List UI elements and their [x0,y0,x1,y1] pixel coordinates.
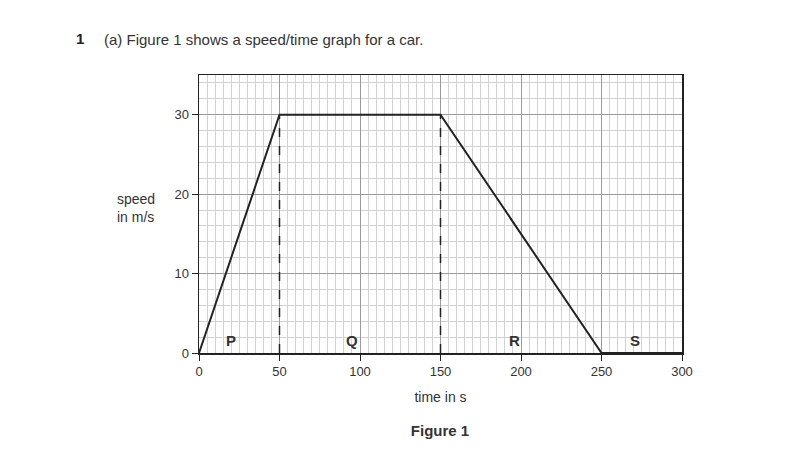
svg-text:100: 100 [349,364,371,379]
svg-text:R: R [509,332,520,349]
svg-text:150: 150 [430,364,452,379]
svg-text:200: 200 [510,364,532,379]
svg-text:S: S [630,332,640,349]
html-text:Figure 1: Figure 1 [410,422,470,439]
svg-text:250: 250 [591,364,613,379]
html-text:1: 1 [76,30,85,47]
svg-text:30: 30 [174,107,188,122]
svg-text:0: 0 [182,346,189,361]
svg-text:Q: Q [346,332,358,349]
svg-text:10: 10 [174,266,188,281]
html-text:(a) Figure 1 shows a speed/tim: (a) Figure 1 shows a speed/time graph fo… [104,31,424,48]
svg-text:50: 50 [272,364,286,379]
svg-text:time in s: time in s [414,389,466,405]
svg-text:P: P [226,332,236,349]
svg-text:0: 0 [195,364,202,379]
svg-text:20: 20 [174,187,188,202]
svg-text:speedin m/s: speedin m/s [117,191,155,225]
svg-text:300: 300 [671,364,693,379]
